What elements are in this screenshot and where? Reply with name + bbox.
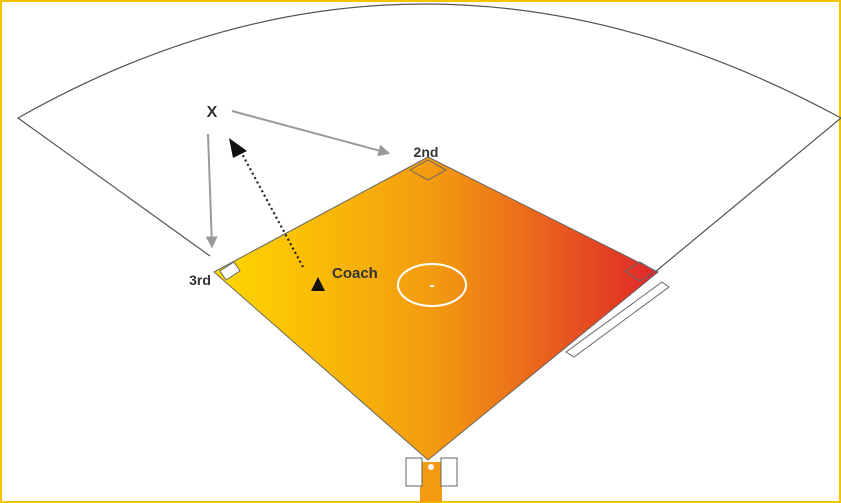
player-x-label: X [207,104,218,121]
route-arrowhead-icon [229,138,247,158]
second-base-label: 2nd [414,144,439,160]
batters-box-left [405,457,423,487]
second-base [408,159,448,181]
arrow-to-second [231,110,391,157]
mound-mark: - [429,277,434,294]
outfield-outline [16,3,841,273]
coach-triangle-icon [311,277,325,291]
infield-diamond [213,156,659,461]
third-base-label: 3rd [189,272,211,288]
coach-route-dotted [239,149,304,268]
arrow-to-third [205,133,218,249]
coach-label: Coach [332,265,378,282]
batters-box-right [440,457,458,487]
home-plate-lane [420,462,442,502]
pitchers-circle [397,263,467,307]
third-base [219,261,241,281]
home-plate [428,464,434,470]
first-base [624,261,656,282]
first-base-sideline-strip [565,281,670,358]
